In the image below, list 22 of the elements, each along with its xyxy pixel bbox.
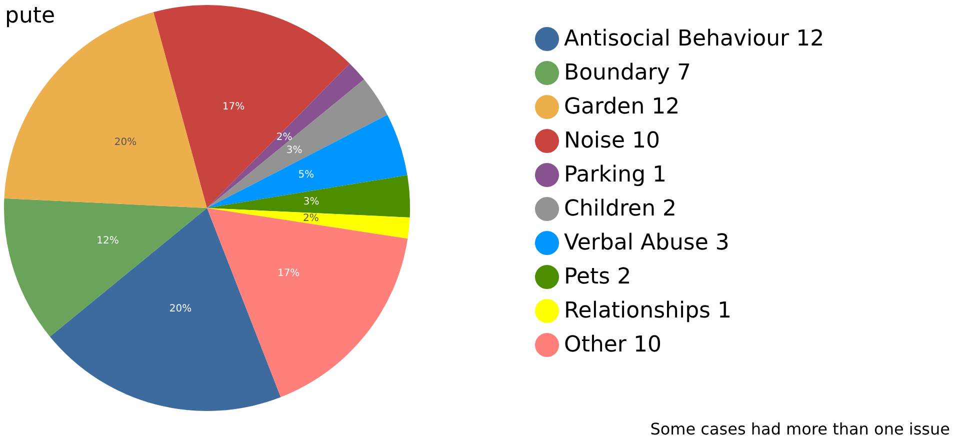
legend-label: Other 10: [564, 332, 662, 358]
data-label: 17%: [277, 268, 300, 279]
legend-label: Pets 2: [564, 264, 632, 290]
legend-label: Relationships 1: [564, 298, 732, 324]
data-label: 12%: [96, 235, 119, 246]
data-label: 17%: [222, 101, 245, 112]
legend-label: Children 2: [564, 196, 677, 222]
legend-label: Verbal Abuse 3: [564, 230, 730, 256]
data-label: 5%: [298, 170, 314, 181]
data-label: 2%: [303, 212, 319, 224]
data-label: 20%: [169, 304, 192, 315]
legend-label: Antisocial Behaviour 12: [564, 26, 824, 52]
data-label: 3%: [286, 145, 302, 156]
legend-label: Garden 12: [564, 94, 680, 120]
chart-title: pute: [5, 4, 56, 28]
data-label: 20%: [114, 137, 137, 148]
data-label: 2%: [276, 132, 292, 144]
legend-label: Boundary 7: [564, 60, 691, 86]
data-label: 3%: [303, 196, 320, 208]
text: Some cases had more than one issue: [650, 420, 950, 438]
legend-label: Noise 10: [564, 128, 660, 154]
legend-label: Parking 1: [564, 162, 667, 188]
